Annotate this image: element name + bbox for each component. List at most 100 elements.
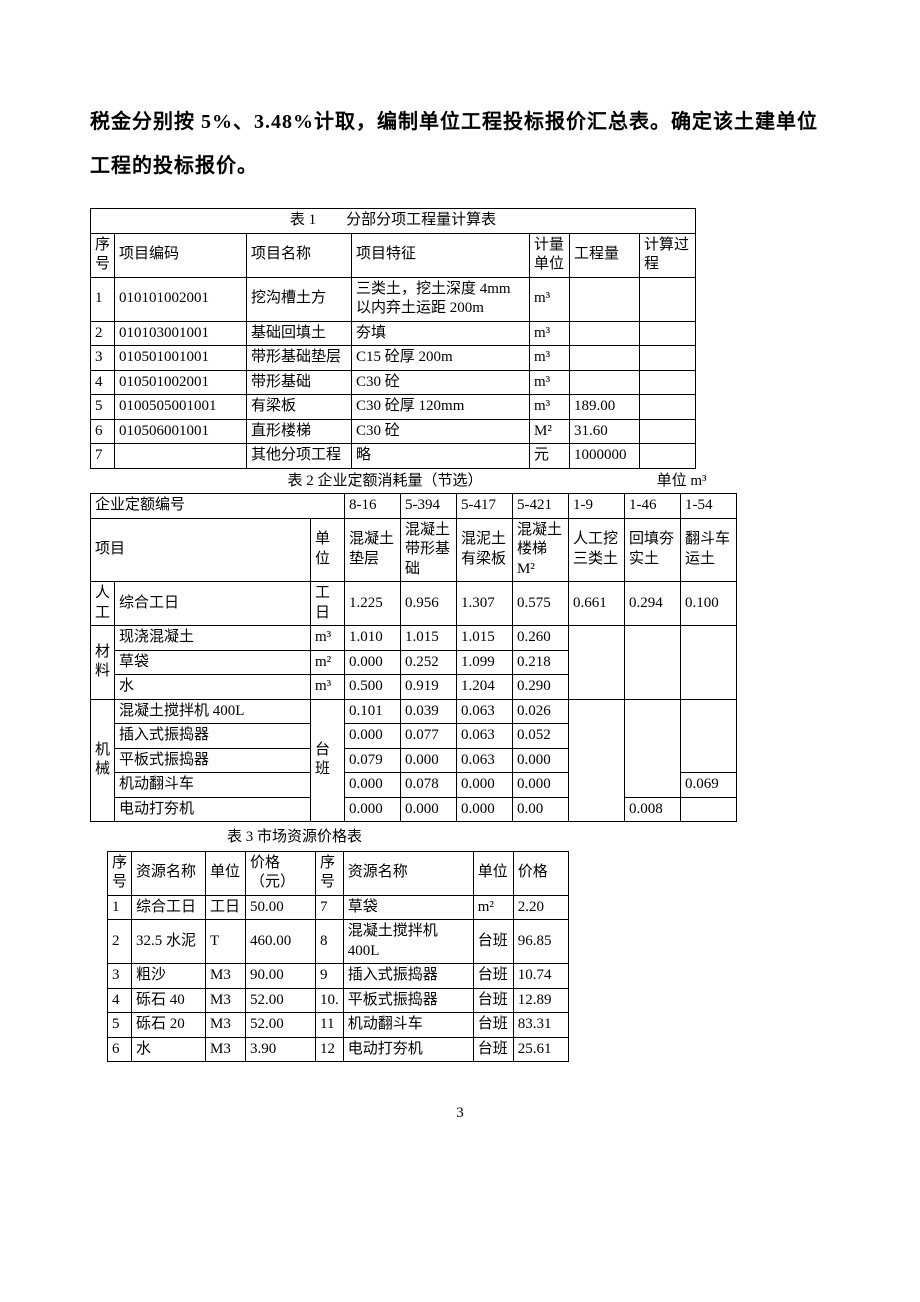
t2-row-unit: m² bbox=[311, 650, 345, 675]
t2-cell: 1.015 bbox=[401, 626, 457, 651]
t2-row-name: 平板式振捣器 bbox=[115, 748, 311, 773]
table-2-title: 表 2 企业定额消耗量（节选） bbox=[91, 468, 513, 494]
t3-cell: 52.00 bbox=[246, 988, 316, 1013]
t2-cell: 0.500 bbox=[345, 675, 401, 700]
t2-cell: 0.000 bbox=[345, 650, 401, 675]
t2-code-6: 1-54 bbox=[681, 494, 737, 519]
t1-cell-n: 3 bbox=[91, 346, 115, 371]
t1-cell-feat: 略 bbox=[352, 444, 530, 469]
table-1-title: 表 1 分部分项工程量计算表 bbox=[91, 209, 696, 234]
t2-item-1: 混凝土带形基础 bbox=[401, 518, 457, 582]
t2-cell: 0.063 bbox=[457, 748, 513, 773]
t1-cell-n: 6 bbox=[91, 419, 115, 444]
t3-cell: 2 bbox=[108, 920, 132, 964]
t3-cell: 90.00 bbox=[246, 964, 316, 989]
t2-cell: 0.919 bbox=[401, 675, 457, 700]
t2-code-1: 5-394 bbox=[401, 494, 457, 519]
t3-cell: 砾石 40 bbox=[132, 988, 206, 1013]
t3-cell: 台班 bbox=[473, 1013, 513, 1038]
t3-cell: 台班 bbox=[473, 1037, 513, 1062]
t2-row-name: 插入式振捣器 bbox=[115, 724, 311, 749]
t1-cell-code: 010101002001 bbox=[115, 277, 247, 321]
t1-cell-qty: 189.00 bbox=[570, 395, 640, 420]
t3-cell: 11 bbox=[316, 1013, 344, 1038]
t2-cell: 0.000 bbox=[345, 773, 401, 798]
t2-cell: 0.000 bbox=[345, 797, 401, 822]
t3-cell: 砾石 20 bbox=[132, 1013, 206, 1038]
t3-cell: M3 bbox=[206, 988, 246, 1013]
t2-row-name: 综合工日 bbox=[115, 582, 311, 626]
t1-h5: 工程量 bbox=[570, 233, 640, 277]
t3-h2: 单位 bbox=[206, 851, 246, 895]
t3-cell: 2.20 bbox=[513, 895, 568, 920]
t1-cell-qty bbox=[570, 277, 640, 321]
t1-cell-code bbox=[115, 444, 247, 469]
t2-cell: 1.204 bbox=[457, 675, 513, 700]
t1-h1: 项目编码 bbox=[115, 233, 247, 277]
t2-code-label: 企业定额编号 bbox=[91, 494, 345, 519]
t3-cell: T bbox=[206, 920, 246, 964]
t2-cell: 0.000 bbox=[345, 724, 401, 749]
t2-cell bbox=[625, 626, 681, 700]
t2-cell: 1.099 bbox=[457, 650, 513, 675]
t2-item-2: 混泥土有梁板 bbox=[457, 518, 513, 582]
t3-cell: 草袋 bbox=[343, 895, 473, 920]
t3-cell: M3 bbox=[206, 1037, 246, 1062]
t2-cell: 0.661 bbox=[569, 582, 625, 626]
t2-cell bbox=[569, 699, 625, 822]
t1-cell-qty: 1000000 bbox=[570, 444, 640, 469]
t3-cell: 52.00 bbox=[246, 1013, 316, 1038]
t1-cell-name: 挖沟槽土方 bbox=[247, 277, 352, 321]
t1-cell-unit: m³ bbox=[530, 370, 570, 395]
t2-unit-label: 单位 bbox=[311, 518, 345, 582]
t1-cell-calc bbox=[640, 346, 696, 371]
t2-cell bbox=[625, 699, 681, 797]
t1-cell-feat: 夯填 bbox=[352, 321, 530, 346]
t2-code-3: 5-421 bbox=[513, 494, 569, 519]
t3-cell: M3 bbox=[206, 1013, 246, 1038]
t1-cell-code: 010506001001 bbox=[115, 419, 247, 444]
t3-cell: 83.31 bbox=[513, 1013, 568, 1038]
t2-group-label: 人工 bbox=[91, 582, 115, 626]
t2-cell bbox=[681, 626, 737, 700]
t2-cell: 0.008 bbox=[625, 797, 681, 822]
table-2: 表 2 企业定额消耗量（节选） 单位 m³ 企业定额编号 8-16 5-394 … bbox=[90, 468, 737, 823]
t1-h6: 计算过程 bbox=[640, 233, 696, 277]
t2-code-0: 8-16 bbox=[345, 494, 401, 519]
t2-cell: 1.010 bbox=[345, 626, 401, 651]
t3-h0: 序号 bbox=[108, 851, 132, 895]
t3-cell: 机动翻斗车 bbox=[343, 1013, 473, 1038]
t3-h7: 价格 bbox=[513, 851, 568, 895]
t3-cell: 台班 bbox=[473, 964, 513, 989]
t2-cell: 0.000 bbox=[401, 748, 457, 773]
t2-code-5: 1-46 bbox=[625, 494, 681, 519]
t1-cell-code: 010501002001 bbox=[115, 370, 247, 395]
t2-cell: 0.077 bbox=[401, 724, 457, 749]
t2-cell: 0.000 bbox=[457, 773, 513, 798]
t1-cell-n: 1 bbox=[91, 277, 115, 321]
t1-cell-unit: m³ bbox=[530, 346, 570, 371]
t2-cell: 0.052 bbox=[513, 724, 569, 749]
t2-code-2: 5-417 bbox=[457, 494, 513, 519]
t2-row-name: 混凝土搅拌机 400L bbox=[115, 699, 311, 724]
t3-cell: 96.85 bbox=[513, 920, 568, 964]
t1-cell-n: 4 bbox=[91, 370, 115, 395]
t2-cell: 0.000 bbox=[513, 773, 569, 798]
t3-cell: 电动打夯机 bbox=[343, 1037, 473, 1062]
t3-cell: 5 bbox=[108, 1013, 132, 1038]
t1-cell-feat: C30 砼 bbox=[352, 419, 530, 444]
t3-cell: 25.61 bbox=[513, 1037, 568, 1062]
t3-cell: 12.89 bbox=[513, 988, 568, 1013]
t1-cell-unit: 元 bbox=[530, 444, 570, 469]
t2-cell: 1.307 bbox=[457, 582, 513, 626]
t2-cell: 0.078 bbox=[401, 773, 457, 798]
t2-cell bbox=[681, 699, 737, 773]
t2-row-unit: m³ bbox=[311, 675, 345, 700]
t2-cell: 0.000 bbox=[457, 797, 513, 822]
t2-cell: 0.063 bbox=[457, 724, 513, 749]
t1-cell-unit: m³ bbox=[530, 321, 570, 346]
t1-h0: 序号 bbox=[91, 233, 115, 277]
t3-cell: 粗沙 bbox=[132, 964, 206, 989]
t3-cell: 32.5 水泥 bbox=[132, 920, 206, 964]
t1-cell-name: 基础回填土 bbox=[247, 321, 352, 346]
